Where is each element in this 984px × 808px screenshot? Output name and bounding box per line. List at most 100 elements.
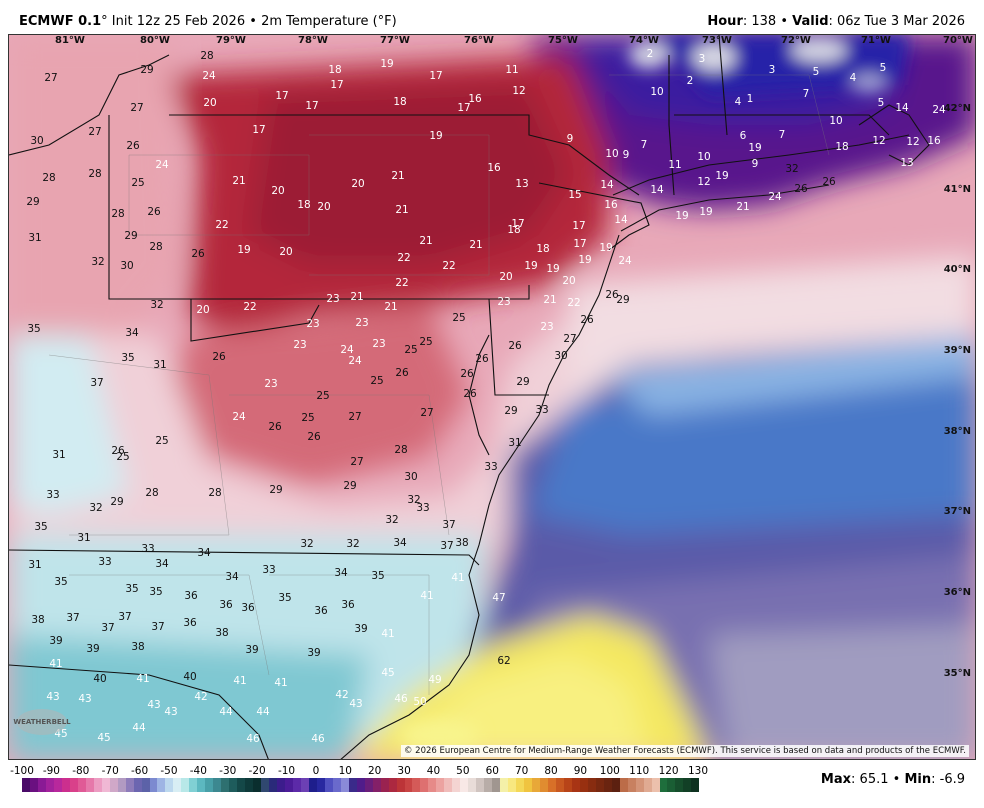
colorbar-swatch (659, 778, 668, 792)
colorbar-swatch (524, 778, 532, 792)
temperature-value: 62 (497, 655, 511, 667)
temperature-value: 29 (616, 294, 630, 306)
temperature-value: 36 (219, 599, 233, 611)
temperature-value: 12 (512, 85, 526, 97)
temperature-value: 37 (442, 519, 456, 531)
temperature-value: 27 (350, 456, 364, 468)
colorbar-swatch (133, 778, 142, 792)
colorbar-tick-label: -80 (72, 765, 90, 777)
temperature-value: 41 (420, 590, 434, 602)
temperature-value: 16 (487, 162, 501, 174)
temperature-value: 33 (46, 489, 60, 501)
colorbar-tick-label: 100 (599, 765, 620, 777)
temperature-value: 31 (508, 437, 522, 449)
temperature-value: 32 (385, 514, 399, 526)
colorbar-swatch (412, 778, 421, 792)
temperature-value: 41 (451, 572, 465, 584)
temperature-value: 29 (516, 376, 530, 388)
temperature-map[interactable]: 81°W 80°W 79°W 78°W 77°W 76°W 75°W 74°W 73°W 72°W… (8, 34, 976, 760)
temperature-value: 20 (351, 178, 365, 190)
temperature-value: 32 (150, 299, 164, 311)
temperature-value: 44 (256, 706, 270, 718)
temperature-value: 24 (618, 255, 632, 267)
temperature-value: 43 (78, 693, 92, 705)
temperature-value: 17 (252, 124, 266, 136)
temperature-value: 43 (46, 691, 60, 703)
temperature-value: 22 (397, 252, 411, 264)
temperature-value: 2 (686, 75, 694, 87)
temperature-value: 2 (646, 48, 654, 60)
latitude-label: 37°N (943, 506, 971, 517)
temperature-value: 26 (126, 140, 140, 152)
temperature-value: 24 (340, 344, 354, 356)
colorbar-swatch (667, 778, 676, 792)
colorbar-swatch (611, 778, 620, 792)
temperature-value: 7 (640, 139, 648, 151)
temperature-value: 29 (26, 196, 40, 208)
temperature-value: 27 (348, 411, 362, 423)
temperature-value: 38 (455, 537, 469, 549)
colorbar-swatch (85, 778, 94, 792)
temperature-value: 20 (203, 97, 217, 109)
colorbar-swatch (173, 778, 182, 792)
temperature-value: 9 (622, 149, 630, 161)
colorbar-swatch (571, 778, 580, 792)
bullet-sep: • (249, 14, 257, 29)
hour-label: Hour (707, 14, 743, 29)
temperature-value: 33 (262, 564, 276, 576)
temperature-value: 9 (751, 158, 759, 170)
latitude-label: 42°N (943, 103, 971, 114)
temperature-value: 28 (111, 208, 125, 220)
colorbar-swatch (22, 778, 30, 792)
temperature-value: 19 (237, 244, 251, 256)
temperature-value: 17 (572, 220, 586, 232)
temperature-value: 28 (208, 487, 222, 499)
temperature-value: 35 (278, 592, 292, 604)
temperature-value: 29 (269, 484, 283, 496)
colorbar-tick-label: -30 (219, 765, 237, 777)
max-label: Max (820, 772, 852, 787)
temperature-value: 3 (768, 64, 776, 76)
colorbar-swatch (308, 778, 317, 792)
colorbar-swatch (532, 778, 540, 792)
temperature-value: 26 (147, 206, 161, 218)
temperature-value: 25 (116, 451, 130, 463)
colorbar-swatch (651, 778, 660, 792)
colorbar-swatch (149, 778, 158, 792)
longitude-label: 73°W (702, 35, 732, 46)
colorbar-swatch (245, 778, 254, 792)
temperature-value: 5 (812, 66, 820, 78)
colorbar-swatch (348, 778, 357, 792)
temperature-value: 17 (429, 70, 443, 82)
temperature-value: 37 (440, 540, 454, 552)
longitude-label: 78°W (298, 35, 328, 46)
colorbar (22, 778, 700, 792)
temperature-value: 41 (381, 628, 395, 640)
colorbar-swatch (69, 778, 78, 792)
colorbar-swatch (484, 778, 493, 792)
colorbar-tick-label: -10 (277, 765, 296, 777)
temperature-value: 18 (835, 141, 849, 153)
colorbar-swatch (292, 778, 301, 792)
temperature-value: 36 (314, 605, 328, 617)
temperature-value: 18 (393, 96, 407, 108)
colorbar-swatch (61, 778, 70, 792)
temperature-value: 35 (27, 323, 41, 335)
colorbar-swatch (332, 778, 341, 792)
colorbar-swatch (492, 778, 501, 792)
temperature-value: 32 (300, 538, 314, 550)
colorbar-swatch (316, 778, 325, 792)
temperature-value: 27 (44, 72, 58, 84)
longitude-label: 80°W (140, 35, 170, 46)
temperature-value: 41 (274, 677, 288, 689)
temperature-value: 28 (200, 50, 214, 62)
temperature-value: 13 (515, 178, 529, 190)
temperature-value: 43 (349, 698, 363, 710)
colorbar-swatch (579, 778, 588, 792)
temperature-value: 24 (932, 104, 946, 116)
latitude-label: 39°N (943, 345, 971, 356)
temperature-value: 19 (524, 260, 538, 272)
temperature-value: 34 (393, 537, 407, 549)
temperature-value: 43 (147, 699, 161, 711)
bullet-sep: • (892, 772, 901, 787)
